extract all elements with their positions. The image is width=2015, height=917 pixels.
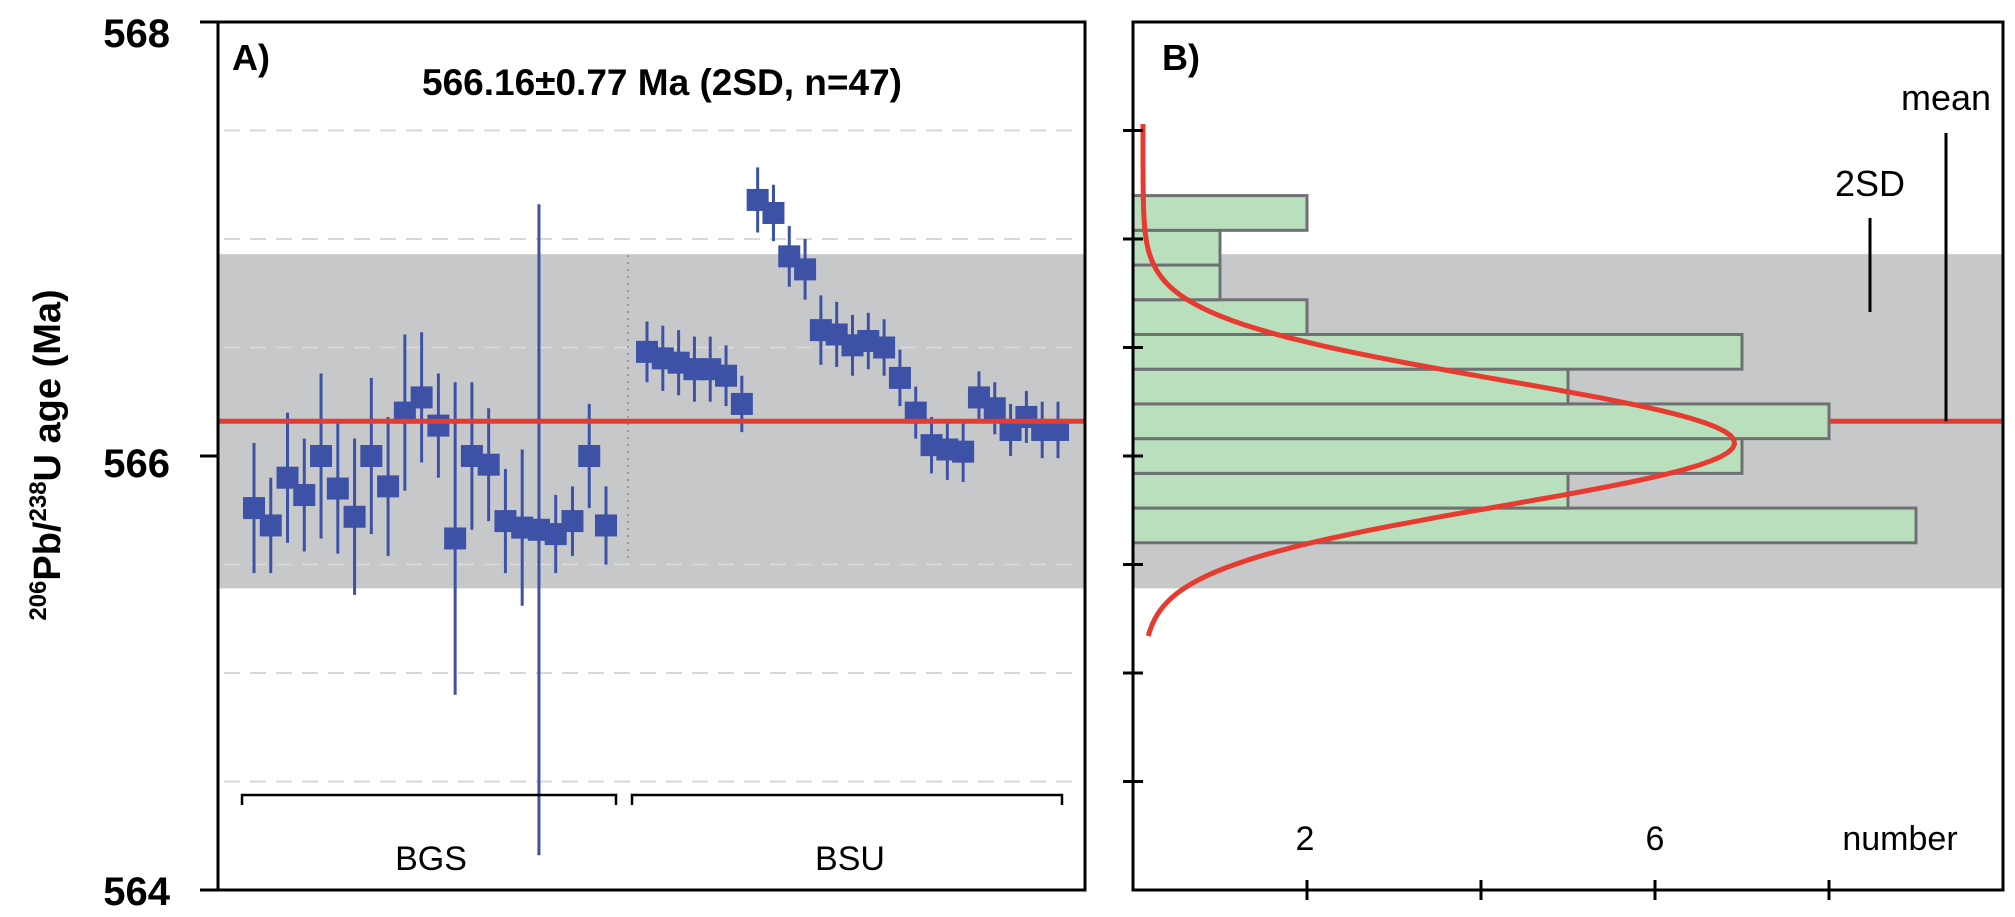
histogram-bar xyxy=(1131,437,1744,475)
x-tick-label-6: 6 xyxy=(1646,820,1665,858)
data-point xyxy=(259,514,282,537)
data-point xyxy=(983,397,1006,420)
group-brackets xyxy=(240,793,1064,805)
data-point xyxy=(715,364,738,387)
data-point xyxy=(293,484,316,507)
data-point xyxy=(393,401,416,424)
data-point xyxy=(477,453,500,476)
annotation-mean: mean xyxy=(1901,77,1991,118)
histogram-bar xyxy=(1131,332,1744,371)
data-point xyxy=(595,514,617,537)
group-label-bgs: BGS xyxy=(395,840,467,878)
histogram-bar xyxy=(1131,367,1570,406)
panel-a-y-ticks xyxy=(200,20,218,892)
data-point xyxy=(326,477,349,500)
panel-a-title: 566.16±0.77 Ma (2SD, n=47) xyxy=(422,62,902,103)
annotation-2sd: 2SD xyxy=(1835,163,1905,204)
bracket-bgs xyxy=(240,793,618,805)
data-point xyxy=(377,475,400,498)
data-point xyxy=(1047,418,1069,441)
density-curve xyxy=(1140,124,1738,637)
histogram-bar xyxy=(1131,194,1309,232)
data-point xyxy=(873,336,896,359)
data-point xyxy=(276,466,299,489)
data-point xyxy=(310,445,333,467)
data-point xyxy=(460,445,483,467)
data-point xyxy=(544,523,567,546)
data-point xyxy=(427,414,450,437)
data-point xyxy=(410,386,433,409)
data-point xyxy=(904,401,927,424)
data-point xyxy=(794,258,817,281)
data-point xyxy=(343,505,366,528)
data-point xyxy=(360,445,383,467)
data-point xyxy=(527,518,550,541)
data-point xyxy=(888,366,911,389)
data-point xyxy=(243,497,265,520)
data-point xyxy=(511,516,534,539)
y-tick-label-566: 566 xyxy=(103,442,170,486)
data-point xyxy=(561,510,584,533)
y-tick-label-564: 564 xyxy=(103,870,170,914)
data-point xyxy=(730,392,753,415)
data-point xyxy=(578,445,601,467)
x-axis-label: number xyxy=(1842,820,1957,858)
histogram-bars xyxy=(1131,194,1918,545)
x-tick-label-2: 2 xyxy=(1296,820,1315,858)
panel-a-data-points xyxy=(243,167,1069,856)
y-tick-label-568: 568 xyxy=(103,12,170,56)
group-label-bsu: BSU xyxy=(815,840,885,878)
y-axis-label: 206Pb/238U age (Ma) xyxy=(25,289,69,620)
bracket-bsu xyxy=(630,793,1064,805)
panel-a-label: A) xyxy=(232,37,270,78)
data-point xyxy=(494,510,517,533)
histogram-bar xyxy=(1131,506,1918,545)
data-point xyxy=(762,201,785,224)
panel-b-ticks xyxy=(1123,129,1831,900)
data-point xyxy=(444,527,467,550)
panel-b-label: B) xyxy=(1162,37,1200,78)
histogram-bar xyxy=(1131,471,1570,510)
annotation-markers xyxy=(1868,133,1948,422)
data-point xyxy=(952,440,975,463)
